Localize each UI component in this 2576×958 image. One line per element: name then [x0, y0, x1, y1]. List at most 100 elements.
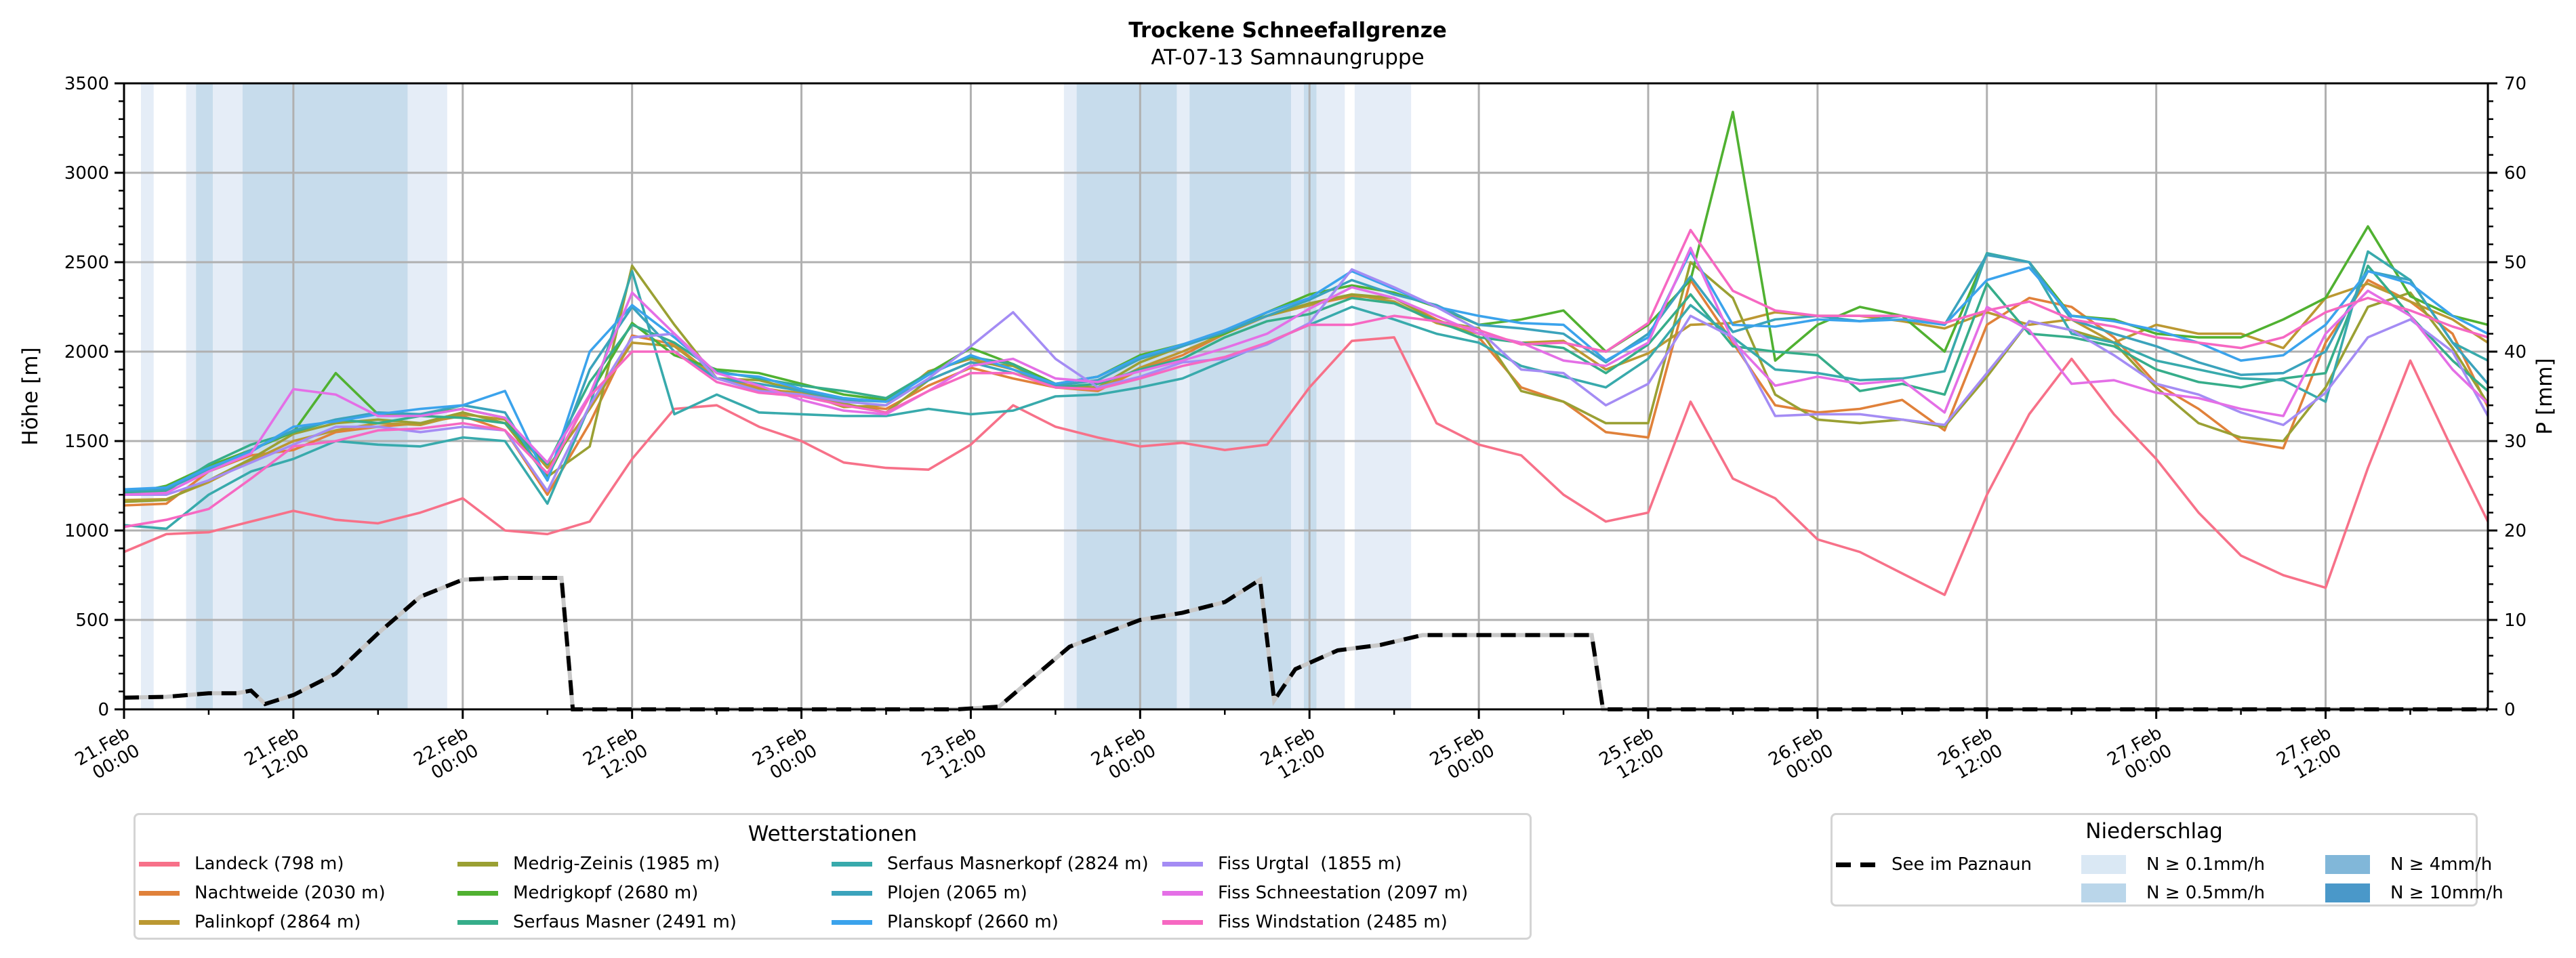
precip-band	[1291, 83, 1304, 709]
line-swatch	[832, 919, 872, 925]
color-swatch	[2081, 855, 2126, 874]
legend-item-station: Serfaus Masnerkopf (2824 m)	[832, 854, 1149, 874]
legend-item-precip-level: N ≥ 4mm/h	[2325, 854, 2492, 875]
y-tick-label: 2500	[64, 253, 109, 273]
line-swatch	[457, 890, 498, 896]
precip-band	[196, 83, 213, 709]
legend-item-station: Planskopf (2660 m)	[832, 912, 1059, 932]
y-tick-label: 0	[98, 700, 109, 720]
line-swatch	[139, 919, 180, 925]
legend-item-station: Serfaus Masner (2491 m)	[457, 912, 737, 932]
legend-stations-title: Wetterstationen	[748, 822, 918, 846]
y-axis-label: Höhe [m]	[18, 347, 43, 445]
y-right-tick-label: 10	[2504, 610, 2527, 631]
legend-stations: Wetterstationen Landeck (798 m) Nachtweid…	[134, 813, 1532, 940]
precip-band	[186, 83, 197, 709]
line-swatch	[1162, 861, 1203, 867]
line-swatch	[832, 890, 872, 896]
precip-band	[1354, 83, 1412, 709]
legend-label: Serfaus Masner (2491 m)	[513, 912, 737, 932]
precip-band	[213, 83, 243, 709]
legend-item-precip-level: N ≥ 0.1mm/h	[2081, 854, 2265, 875]
precip-band	[242, 83, 408, 709]
station-lines	[123, 110, 2489, 596]
y-tick-label: 500	[75, 610, 109, 631]
line-swatch	[1162, 919, 1203, 925]
y-tick-label: 1500	[64, 432, 109, 452]
chart-title: Trockene Schneefallgrenze	[1128, 18, 1447, 43]
legend-item-station: Medrig-Zeinis (1985 m)	[457, 854, 720, 874]
legend-label: Fiss Urgtal (1855 m)	[1218, 854, 1402, 874]
precip-band	[1189, 83, 1292, 709]
y-right-tick-label: 50	[2504, 253, 2527, 273]
legend-item-station: Fiss Schneestation (2097 m)	[1162, 883, 1468, 903]
legend-label: Medrig-Zeinis (1985 m)	[513, 854, 720, 874]
dashed-line-swatch	[1836, 862, 1877, 867]
series-line-8	[123, 253, 2489, 493]
legend-item-station: Nachtweide (2030 m)	[139, 883, 386, 903]
precip-line-see-im-paznaun	[123, 576, 2488, 711]
legend-item-precip-level: N ≥ 0.5mm/h	[2081, 883, 2265, 903]
legend-label: Plojen (2065 m)	[887, 883, 1027, 903]
legend-label: See im Paznaun	[1892, 854, 2032, 875]
legend-item-station: Palinkopf (2864 m)	[139, 912, 361, 932]
legend-item-station: Landeck (798 m)	[139, 854, 344, 874]
y-right-tick-label: 0	[2504, 700, 2516, 720]
legend-precip-title: Niederschlag	[2085, 819, 2223, 844]
line-swatch	[139, 890, 180, 896]
legend-item-station: Fiss Urgtal (1855 m)	[1162, 854, 1402, 874]
line-swatch	[457, 861, 498, 867]
legend-item-see-im-paznaun: See im Paznaun	[1836, 854, 2032, 875]
chart-subtitle: AT-07-13 Samnaungruppe	[1151, 45, 1424, 70]
line-swatch	[1162, 890, 1203, 896]
legend-item-station: Plojen (2065 m)	[832, 883, 1027, 903]
y-tick-label: 3500	[64, 74, 109, 94]
legend-label: Palinkopf (2864 m)	[195, 912, 361, 932]
line-swatch	[139, 861, 180, 867]
plot-frame	[123, 82, 2489, 711]
legend-item-station: Fiss Windstation (2485 m)	[1162, 912, 1448, 932]
legend-label: N ≥ 0.5mm/h	[2146, 883, 2266, 903]
precip-band	[1076, 83, 1177, 709]
precipitation-bands	[140, 83, 1412, 709]
legend-label: N ≥ 0.1mm/h	[2146, 854, 2266, 875]
legend-label: N ≥ 4mm/h	[2390, 854, 2493, 875]
y-right-tick-label: 30	[2504, 432, 2527, 452]
precip-band	[407, 83, 447, 709]
y-right-tick-label: 70	[2504, 74, 2527, 94]
color-swatch	[2081, 883, 2126, 902]
series-line-10	[124, 268, 2489, 497]
series-line-11	[123, 247, 2489, 496]
y-right-tick-label: 40	[2504, 342, 2527, 362]
legend-label: Medrigkopf (2680 m)	[513, 883, 699, 903]
y-tick-label: 2000	[64, 342, 109, 362]
y-axis-label-right: P [mm]	[2533, 358, 2557, 434]
legend-label: Serfaus Masnerkopf (2824 m)	[887, 854, 1149, 874]
color-swatch	[2325, 883, 2370, 902]
precip-band	[1177, 83, 1190, 709]
legend-item-precip-level: N ≥ 10mm/h	[2325, 883, 2503, 903]
series-line-12	[123, 228, 2489, 528]
legend-label: Fiss Schneestation (2097 m)	[1218, 883, 1469, 903]
series-line-1	[123, 336, 2489, 596]
legend-label: Landeck (798 m)	[195, 854, 344, 874]
y-axis-right: 0 10 20 30 40 50 60 70	[2488, 74, 2527, 720]
line-swatch	[832, 861, 872, 867]
legend-label: N ≥ 10mm/h	[2390, 883, 2503, 903]
precip-line	[123, 576, 2488, 711]
legend-label: Fiss Windstation (2485 m)	[1218, 912, 1448, 932]
line-swatch	[457, 919, 498, 925]
legend-precip: Niederschlag See im Paznaun N ≥ 0.1mm/h N…	[1831, 813, 2503, 907]
